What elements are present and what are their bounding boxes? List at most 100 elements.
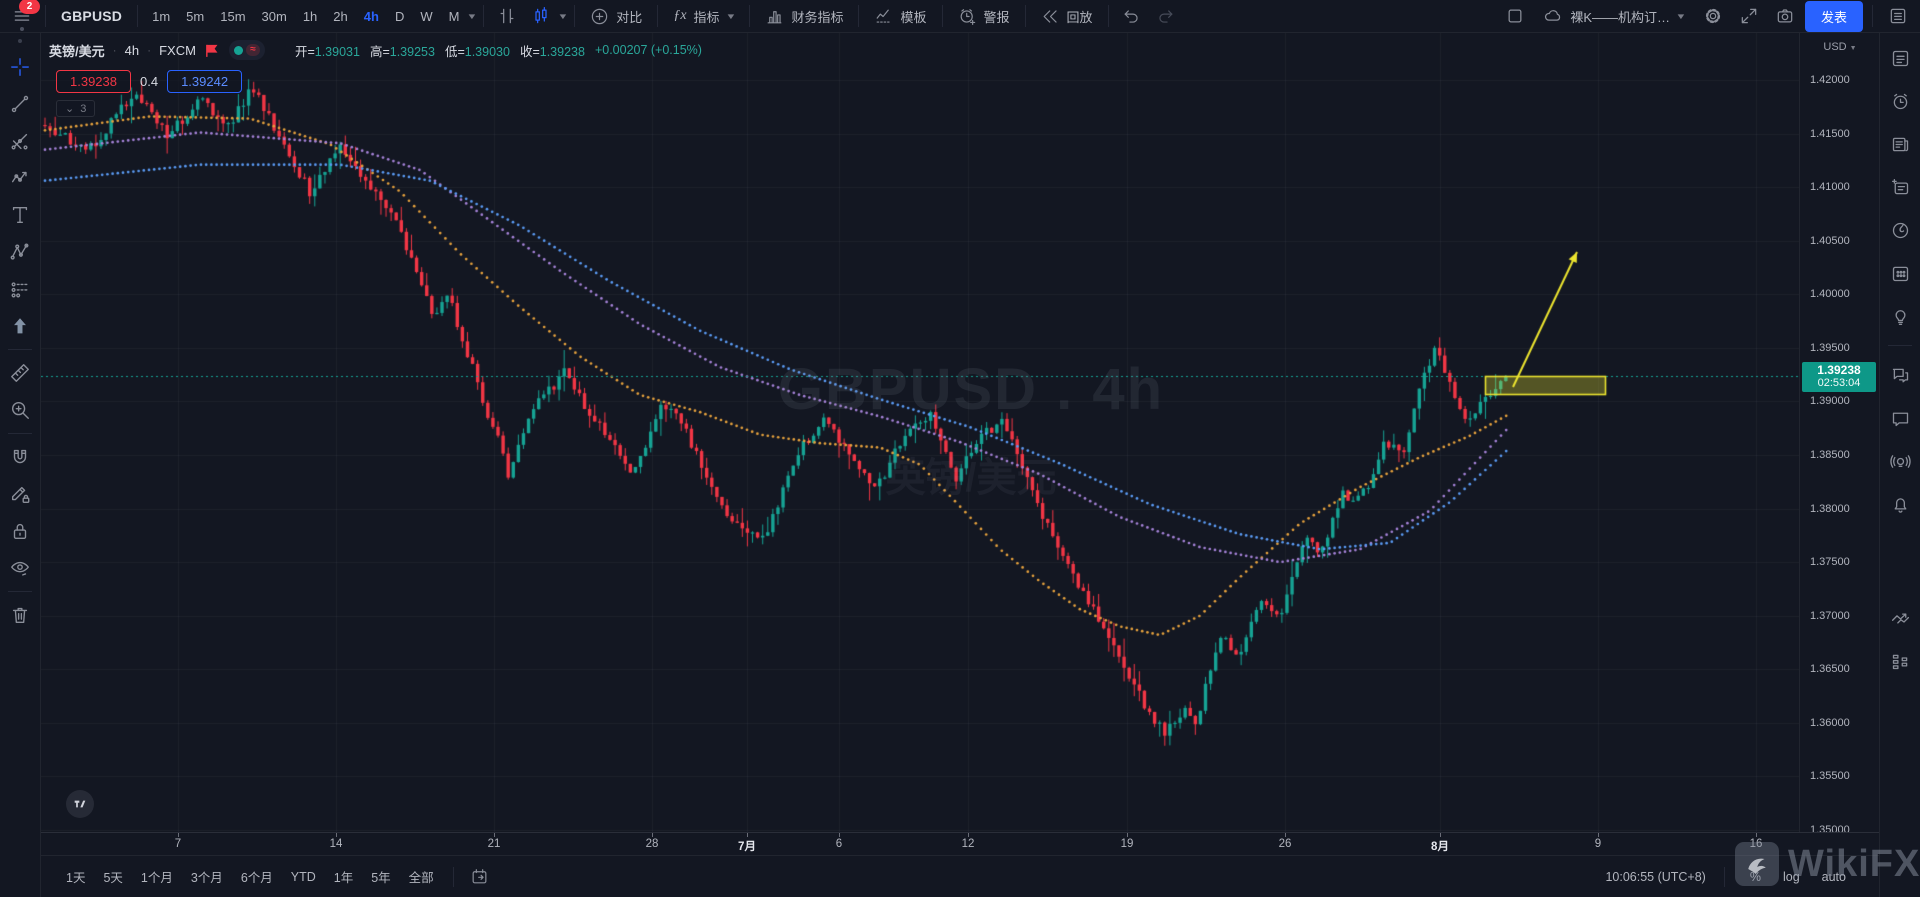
chart-style-bars-button[interactable] xyxy=(491,3,523,29)
range-all-button[interactable]: 全部 xyxy=(408,871,434,885)
buy-ask-button[interactable]: 1.39242 xyxy=(167,70,243,93)
zoom-in-tool[interactable] xyxy=(5,395,35,425)
text-tool[interactable] xyxy=(5,200,35,230)
sell-bid-button[interactable]: 1.39238 xyxy=(56,70,131,93)
timeframe-30m[interactable]: 30m xyxy=(261,8,287,24)
gann-fib-tool[interactable] xyxy=(5,126,35,156)
range-1y-button[interactable]: 1年 xyxy=(333,871,354,885)
range-1d-button[interactable]: 1天 xyxy=(66,871,86,885)
range-6m-button[interactable]: 6个月 xyxy=(240,871,273,885)
timeframe-2h[interactable]: 2h xyxy=(333,8,348,24)
watchlist-icon xyxy=(1892,50,1908,66)
data-window-chip[interactable]: ⌄ 3 xyxy=(56,100,96,117)
timeframe-4h[interactable]: 4h xyxy=(363,8,379,24)
axis-currency-toggle[interactable]: USD ▼ xyxy=(1823,41,1857,53)
percent-scale-toggle[interactable]: % xyxy=(1749,869,1761,884)
divider xyxy=(137,5,139,27)
templates-button[interactable]: 模板 xyxy=(866,3,934,29)
replay-button[interactable]: 回放 xyxy=(1033,3,1101,29)
arrow-up-icon xyxy=(14,318,26,334)
screenshot-button[interactable] xyxy=(1769,3,1801,29)
ideas-button[interactable] xyxy=(1885,301,1915,331)
clock-timezone[interactable]: 10:06:55 (UTC+8) xyxy=(1605,869,1706,884)
layout-select-button[interactable] xyxy=(1499,3,1531,29)
arrow-marker-tool[interactable] xyxy=(5,311,35,341)
divider xyxy=(657,5,659,27)
forecast-tool[interactable] xyxy=(5,274,35,304)
timeframe-1m[interactable]: 1m xyxy=(152,8,171,24)
streams-button[interactable] xyxy=(1885,446,1915,476)
log-scale-toggle[interactable]: log xyxy=(1782,869,1800,884)
notes-button[interactable] xyxy=(1885,172,1915,202)
symbol-timeframe[interactable]: 4h xyxy=(124,42,140,58)
fullscreen-button[interactable] xyxy=(1733,3,1765,29)
xabcd-pattern-tool[interactable] xyxy=(5,237,35,267)
flag-icon[interactable] xyxy=(204,42,221,59)
range-ytd-button[interactable]: YTD xyxy=(290,869,316,884)
timeframe-15m[interactable]: 15m xyxy=(220,8,246,24)
compare-button[interactable]: 对比 xyxy=(582,3,650,29)
public-chats-button[interactable] xyxy=(1885,360,1915,390)
timeframe-1d[interactable]: D xyxy=(394,8,405,24)
date-axis-tick xyxy=(1285,833,1286,837)
tradingview-logo[interactable] xyxy=(66,790,94,818)
timeframe-1w[interactable]: W xyxy=(420,8,433,24)
news-button[interactable] xyxy=(1885,129,1915,159)
auto-scale-toggle[interactable]: auto xyxy=(1821,869,1846,884)
chart-settings-button[interactable] xyxy=(1697,3,1729,29)
symbol-search-button[interactable]: GBPUSD xyxy=(61,8,123,24)
ohlc-readout: 开=1.39031 高=1.39253 低=1.39030 收=1.39238 … xyxy=(295,41,702,60)
redo-button[interactable] xyxy=(1150,3,1182,29)
private-chats-button[interactable] xyxy=(1885,403,1915,433)
magnet-mode-button[interactable] xyxy=(5,442,35,472)
divider xyxy=(452,866,454,887)
chart-style-chevron-icon[interactable]: ▼ xyxy=(557,11,569,21)
alerts-button[interactable] xyxy=(1885,86,1915,116)
watchlist-button[interactable] xyxy=(1885,43,1915,73)
timeframe-1mo[interactable]: M xyxy=(448,8,460,24)
symbol-title[interactable]: 英镑/美元 xyxy=(49,43,105,59)
range-3m-button[interactable]: 3个月 xyxy=(190,871,223,885)
range-5d-button[interactable]: 5天 xyxy=(103,871,123,885)
notifications-button[interactable] xyxy=(1885,489,1915,519)
lock-all-drawings-button[interactable] xyxy=(5,516,35,546)
financials-button[interactable]: 财务指标 xyxy=(757,3,851,29)
indicators-button[interactable]: ƒx 指标 ▼ xyxy=(673,8,737,25)
remove-drawings-button[interactable] xyxy=(5,600,35,630)
chart-style-candles-button[interactable] xyxy=(525,3,557,29)
dom-button[interactable] xyxy=(1885,646,1915,676)
chart-canvas[interactable] xyxy=(41,33,1799,832)
hotlists-button[interactable] xyxy=(1885,215,1915,245)
elliott-wave-tool[interactable] xyxy=(5,163,35,193)
go-to-date-button[interactable] xyxy=(464,864,496,890)
publish-button[interactable]: 发表 xyxy=(1804,0,1863,32)
market-status-toggle[interactable]: ≈ xyxy=(228,40,265,60)
trend-line-tool[interactable] xyxy=(5,89,35,119)
range-5y-button[interactable]: 5年 xyxy=(371,871,391,885)
symbol-exchange[interactable]: FXCM xyxy=(159,42,196,58)
date-axis-label: 16 xyxy=(1749,838,1763,850)
price-axis-label: 1.39000 xyxy=(1810,395,1850,408)
hide-drawings-button[interactable] xyxy=(5,553,35,583)
top-toolbar: 2 GBPUSD 1m 5m 15m 30m 1h 2h 4h D W M ▼ … xyxy=(0,0,1920,33)
date-axis[interactable]: 7 14 21 28 7月 6 12 19 26 8月 9 16 xyxy=(41,832,1879,856)
undo-button[interactable] xyxy=(1116,3,1148,29)
manage-panels-button[interactable] xyxy=(1882,3,1914,29)
price-axis[interactable]: USD ▼ 1.42000 1.41500 1.41000 1.40500 1.4000… xyxy=(1799,33,1880,836)
drawing-sync-button[interactable] xyxy=(5,479,35,509)
date-axis-tick xyxy=(1127,833,1128,837)
economic-calendar-button[interactable] xyxy=(1885,258,1915,288)
measure-tool[interactable] xyxy=(5,358,35,388)
timeframe-menu-chevron-icon[interactable]: ▼ xyxy=(466,11,478,21)
divider xyxy=(45,5,46,27)
date-axis-label: 26 xyxy=(1278,838,1292,850)
change-value: +0.00207 (+0.15%) xyxy=(594,43,702,57)
main-menu-button[interactable]: 2 xyxy=(6,0,40,31)
order-panel-button[interactable] xyxy=(1885,603,1915,633)
crosshair-tool[interactable] xyxy=(5,52,35,82)
alert-button[interactable]: 警报 xyxy=(950,3,1018,29)
timeframe-1h[interactable]: 1h xyxy=(302,8,318,24)
range-1m-button[interactable]: 1个月 xyxy=(140,871,173,885)
timeframe-5m[interactable]: 5m xyxy=(186,8,205,24)
save-layout-button[interactable]: 裸K——机构订… ▼ xyxy=(1535,3,1693,29)
